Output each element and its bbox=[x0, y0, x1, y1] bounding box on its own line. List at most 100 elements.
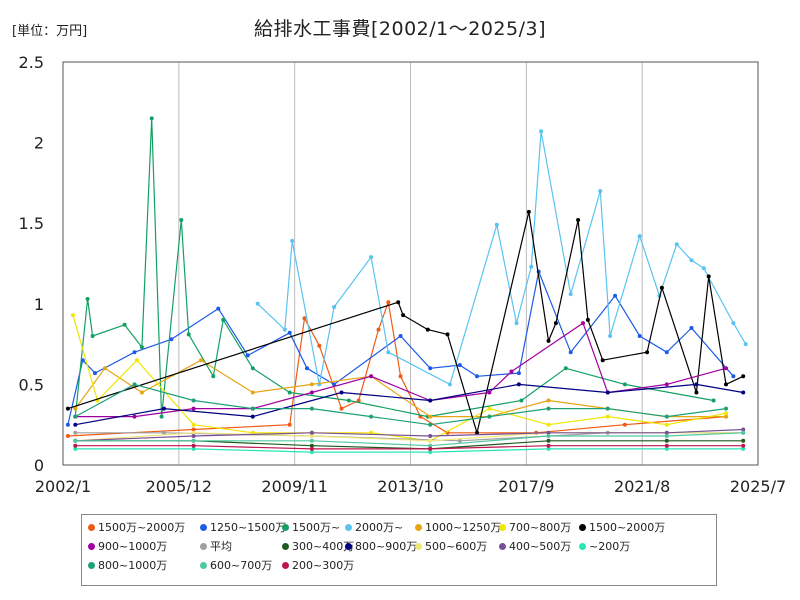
data-point bbox=[90, 334, 95, 338]
series-1 bbox=[65, 269, 736, 427]
data-point bbox=[516, 382, 521, 387]
series-line bbox=[67, 271, 734, 425]
data-point bbox=[309, 443, 314, 448]
data-point bbox=[563, 366, 568, 371]
data-point bbox=[309, 434, 314, 438]
data-point bbox=[398, 374, 403, 379]
data-point bbox=[475, 430, 479, 435]
legend-item: 1250~1500万 bbox=[200, 519, 286, 535]
data-point bbox=[65, 434, 70, 438]
data-point bbox=[339, 390, 344, 395]
series-0 bbox=[65, 300, 728, 438]
data-point bbox=[287, 390, 292, 395]
series-2 bbox=[73, 116, 716, 419]
data-point bbox=[581, 321, 585, 326]
legend-swatch bbox=[282, 542, 289, 550]
data-point bbox=[401, 313, 406, 318]
legend: 1500万~2000万 1250~1500万 1500万~ 2000万~ 1000~12… bbox=[81, 514, 717, 586]
legend-item: 1500万~ bbox=[282, 519, 345, 535]
legend-label: 600~700万 bbox=[210, 559, 273, 572]
data-point bbox=[159, 414, 164, 419]
legend-item: 1500~2000万 bbox=[579, 519, 679, 535]
data-point bbox=[287, 422, 292, 427]
series-10 bbox=[73, 382, 746, 427]
data-point bbox=[741, 374, 746, 379]
data-point bbox=[70, 313, 75, 318]
legend-label: 1500万~2000万 bbox=[98, 521, 186, 534]
legend-swatch bbox=[88, 523, 95, 531]
data-point bbox=[309, 446, 314, 451]
data-point bbox=[309, 406, 314, 411]
data-point bbox=[494, 222, 499, 227]
data-point bbox=[73, 430, 78, 435]
legend-item: 200~300万 bbox=[282, 557, 354, 573]
grid-lines bbox=[178, 62, 643, 465]
legend-swatch bbox=[345, 542, 352, 550]
data-point bbox=[724, 406, 728, 411]
legend-item: 平均 bbox=[200, 538, 282, 554]
legend-swatch bbox=[88, 561, 95, 569]
data-point bbox=[398, 334, 403, 338]
data-point bbox=[664, 414, 669, 419]
data-point bbox=[487, 390, 492, 395]
legend-swatch bbox=[200, 561, 207, 569]
data-point bbox=[664, 422, 669, 427]
data-point bbox=[122, 322, 127, 327]
legend-label: 2000万~ bbox=[355, 521, 404, 534]
series-line bbox=[74, 117, 714, 418]
data-point bbox=[428, 450, 433, 455]
data-point bbox=[645, 350, 650, 355]
data-point bbox=[664, 382, 669, 387]
legend-swatch bbox=[415, 523, 422, 531]
data-point bbox=[332, 305, 337, 309]
legend-label: 900~1000万 bbox=[98, 540, 168, 553]
data-point bbox=[199, 358, 203, 363]
data-point bbox=[339, 406, 344, 411]
data-point bbox=[73, 446, 78, 451]
data-point bbox=[149, 116, 154, 121]
data-point bbox=[546, 398, 551, 403]
data-point bbox=[664, 446, 669, 451]
legend-label: ~200万 bbox=[589, 540, 631, 553]
data-point bbox=[664, 434, 669, 438]
x-tick-label: 2002/1 bbox=[35, 477, 91, 496]
series-12 bbox=[73, 427, 746, 443]
data-point bbox=[139, 345, 144, 350]
data-point bbox=[191, 443, 196, 448]
data-point bbox=[539, 129, 544, 134]
data-point bbox=[191, 422, 196, 427]
legend-item: 600~700万 bbox=[200, 557, 282, 573]
legend-item: 700~800万 bbox=[499, 519, 579, 535]
data-point bbox=[706, 274, 711, 279]
y-tick-label: 2 bbox=[34, 134, 44, 153]
data-point bbox=[689, 258, 694, 263]
data-point bbox=[132, 350, 137, 355]
data-point bbox=[73, 422, 78, 427]
data-point bbox=[73, 438, 78, 443]
data-point bbox=[139, 390, 144, 395]
legend-item: 400~500万 bbox=[499, 538, 579, 554]
legend-label: 800~900万 bbox=[355, 540, 418, 553]
data-point bbox=[287, 330, 292, 335]
data-point bbox=[598, 189, 603, 193]
data-point bbox=[386, 350, 391, 355]
data-point bbox=[428, 443, 433, 448]
x-tick-label: 2005/12 bbox=[146, 477, 212, 496]
y-tick-label: 1 bbox=[34, 295, 44, 314]
data-point bbox=[694, 390, 699, 395]
y-tick-label: 1.5 bbox=[19, 214, 44, 233]
data-point bbox=[694, 382, 699, 387]
legend-item: 2000万~ bbox=[345, 519, 415, 535]
data-point bbox=[664, 430, 669, 435]
unit-label: [単位：万円] bbox=[12, 24, 88, 39]
legend-item: 1500万~2000万 bbox=[88, 519, 200, 535]
series-line bbox=[75, 383, 727, 426]
data-point bbox=[191, 406, 196, 411]
data-point bbox=[428, 398, 433, 403]
legend-label: 400~500万 bbox=[509, 540, 572, 553]
legend-label: 300~400万 bbox=[292, 540, 355, 553]
legend-label: 500~600万 bbox=[425, 540, 488, 553]
series-14 bbox=[73, 382, 728, 427]
data-point bbox=[191, 398, 196, 403]
data-point bbox=[487, 406, 492, 411]
